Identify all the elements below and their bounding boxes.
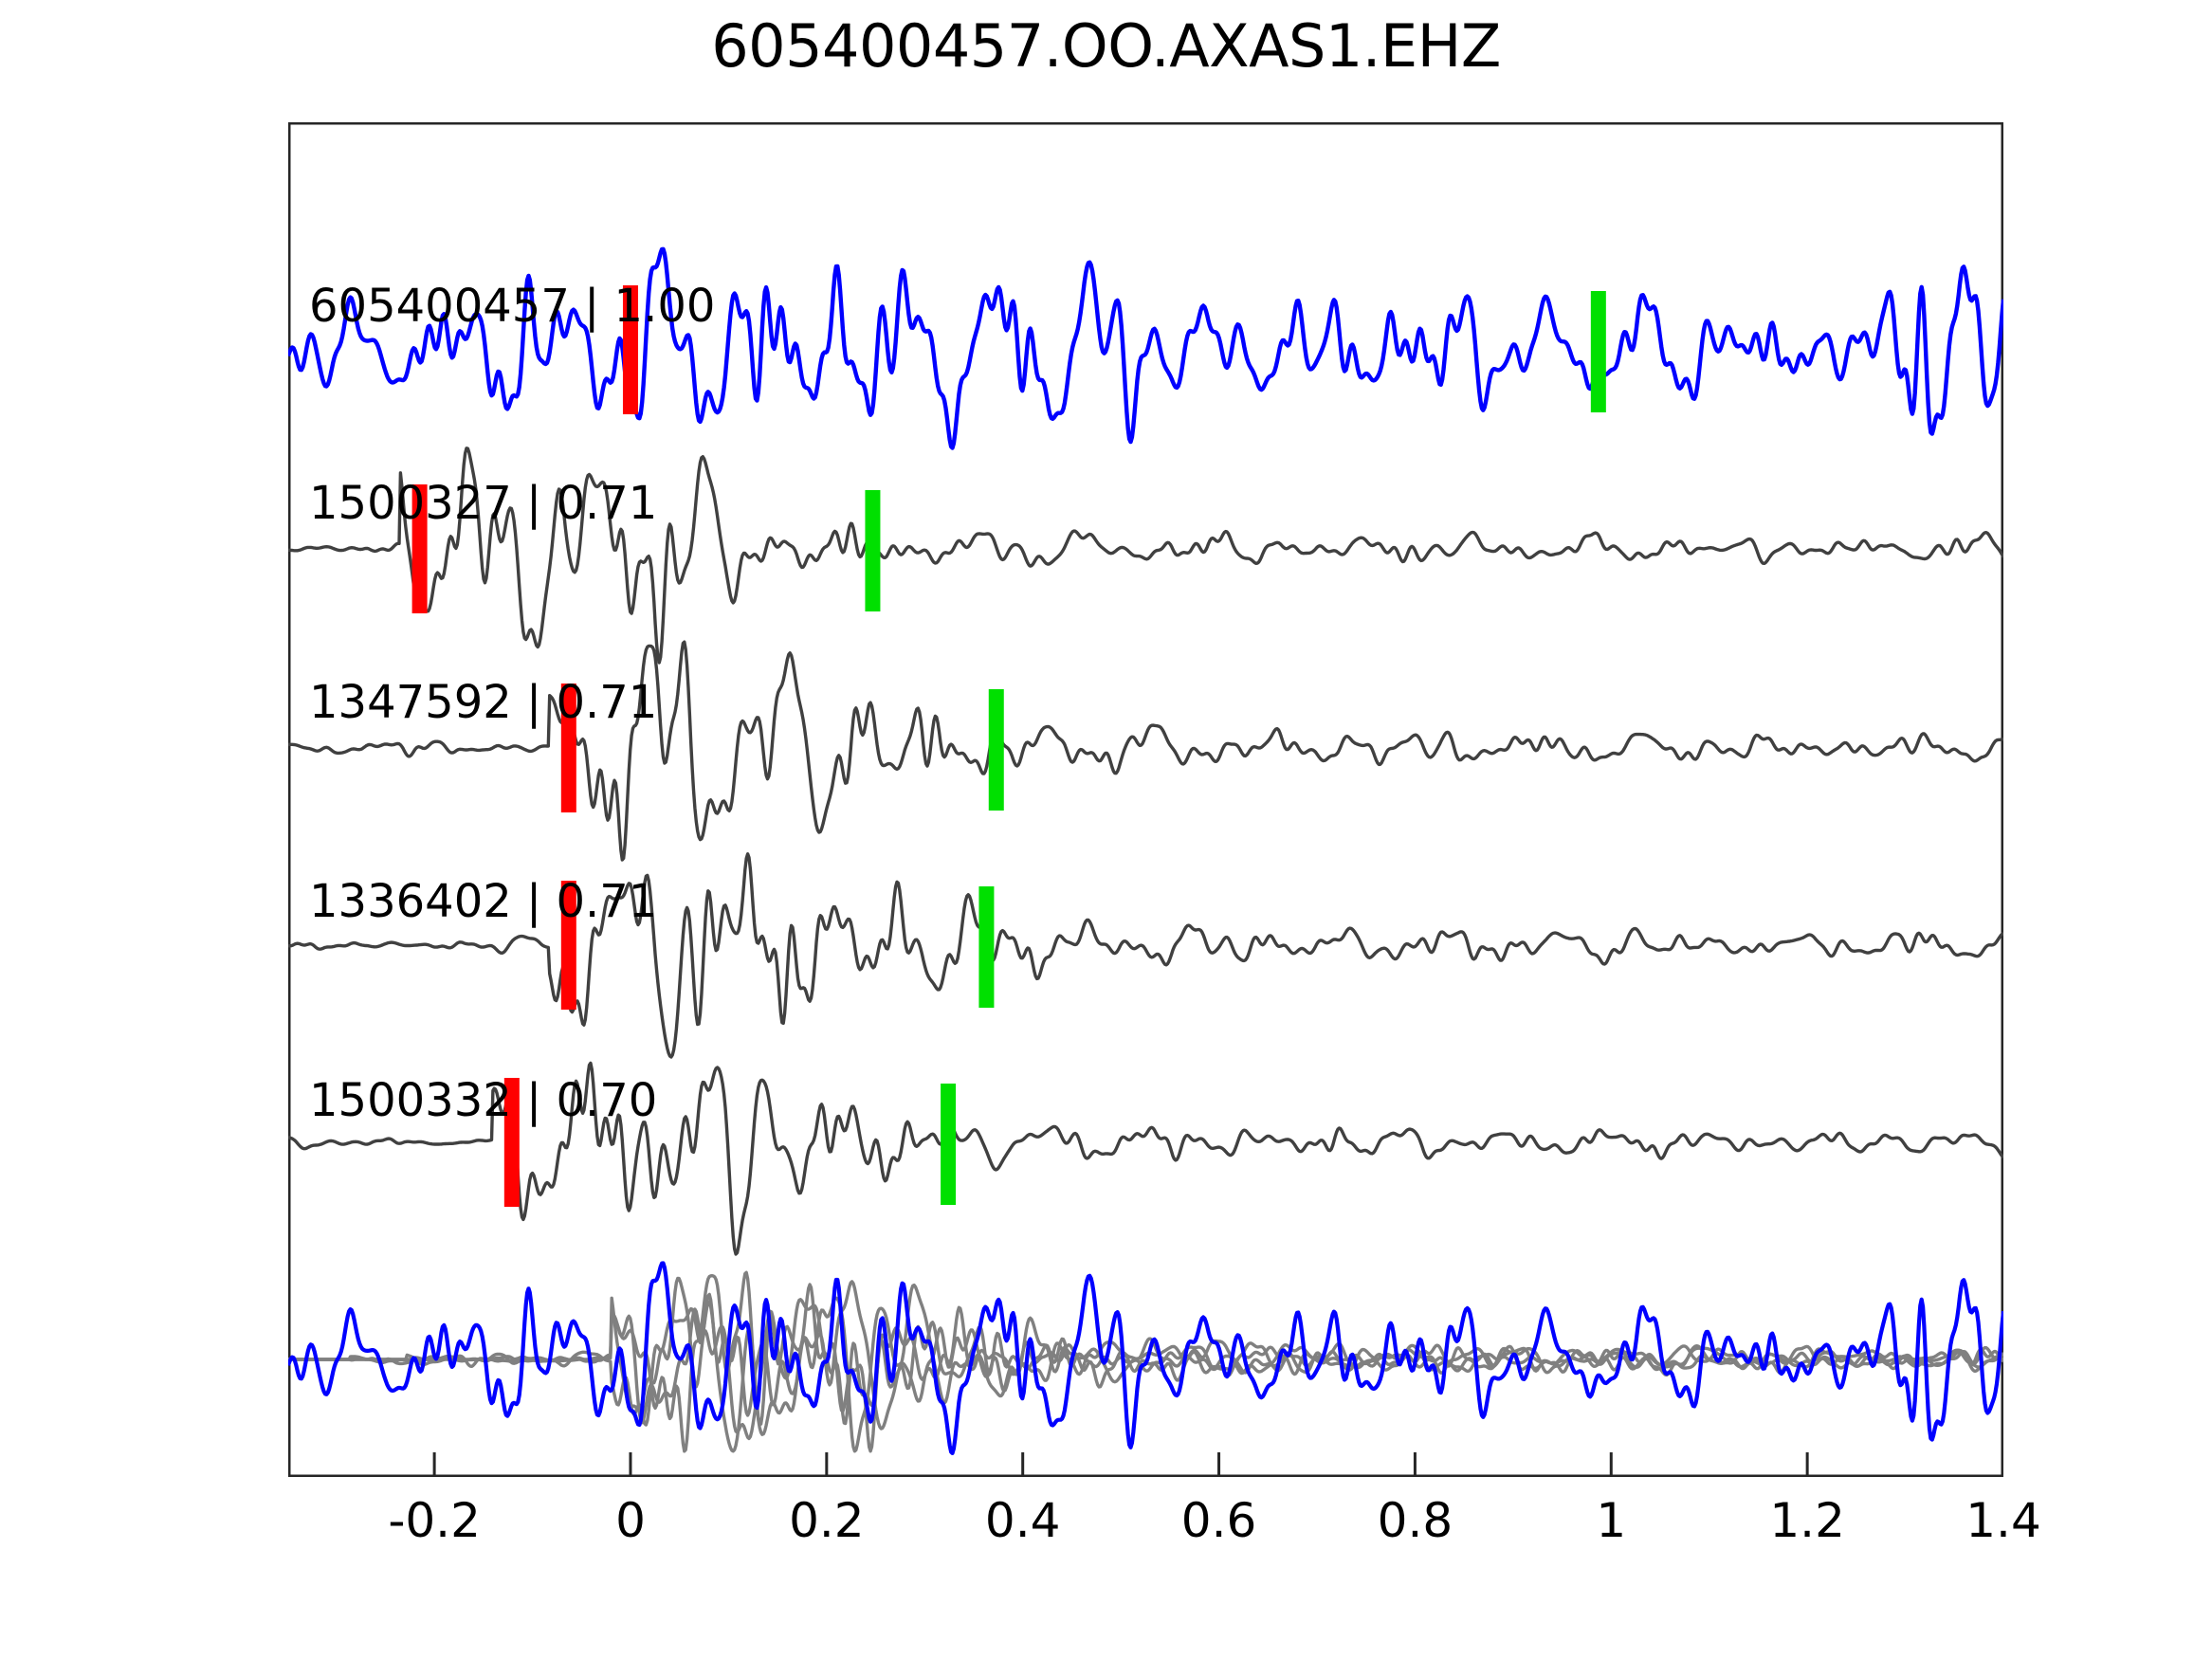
s-pick-marker — [1590, 291, 1606, 412]
plot-area: 605400457 | 1.00 1500327 | 0.71 1347592 | … — [288, 122, 2003, 1477]
overlay-template-trace — [288, 1261, 2003, 1455]
x-tick-label: 0 — [615, 1493, 646, 1548]
pick-markers — [411, 285, 1606, 1207]
s-pick-marker — [988, 689, 1004, 811]
s-pick-marker — [978, 886, 995, 1008]
trace-label-1500332: 1500332 | 0.70 — [309, 1074, 658, 1127]
overlay-trace — [288, 1292, 2003, 1453]
x-tick-label: 1 — [1596, 1493, 1627, 1548]
p-pick-marker — [411, 484, 428, 613]
p-pick-marker — [503, 1078, 520, 1207]
x-tick-label: 0.4 — [984, 1493, 1061, 1548]
x-tick-label: 1.2 — [1769, 1493, 1845, 1548]
x-axis-ticks — [432, 1452, 1809, 1476]
trace-label-605400457: 605400457 | 1.00 — [309, 280, 716, 333]
s-pick-marker — [865, 490, 881, 611]
p-pick-marker — [560, 684, 576, 812]
detection-trace — [288, 1061, 2003, 1256]
p-pick-marker — [622, 285, 638, 414]
page-title: 605400457.OO.AXAS1.EHZ — [711, 11, 1501, 81]
s-pick-marker — [941, 1084, 957, 1205]
p-pick-marker — [560, 881, 576, 1010]
x-tick-label: -0.2 — [388, 1493, 481, 1548]
x-tick-label: 0.6 — [1180, 1493, 1257, 1548]
x-tick-label: 1.4 — [1965, 1493, 2041, 1548]
detection-trace — [288, 447, 2003, 665]
template-trace — [288, 246, 2003, 450]
trace-label-1347592: 1347592 | 0.71 — [309, 676, 658, 729]
plot-frame — [288, 122, 2003, 1477]
waveform-traces — [288, 246, 2003, 1455]
x-tick-label: 0.2 — [789, 1493, 865, 1548]
x-axis-tick-labels: -0.2 0 0.2 0.4 0.6 0.8 1 1.2 1.4 — [288, 1493, 2040, 1569]
trace-label-1500327: 1500327 | 0.71 — [309, 477, 658, 530]
trace-label-1336402: 1336402 | 0.71 — [309, 875, 658, 928]
detection-trace — [288, 640, 2003, 862]
x-tick-label: 0.8 — [1377, 1493, 1453, 1548]
waveform-canvas — [288, 122, 2003, 1477]
